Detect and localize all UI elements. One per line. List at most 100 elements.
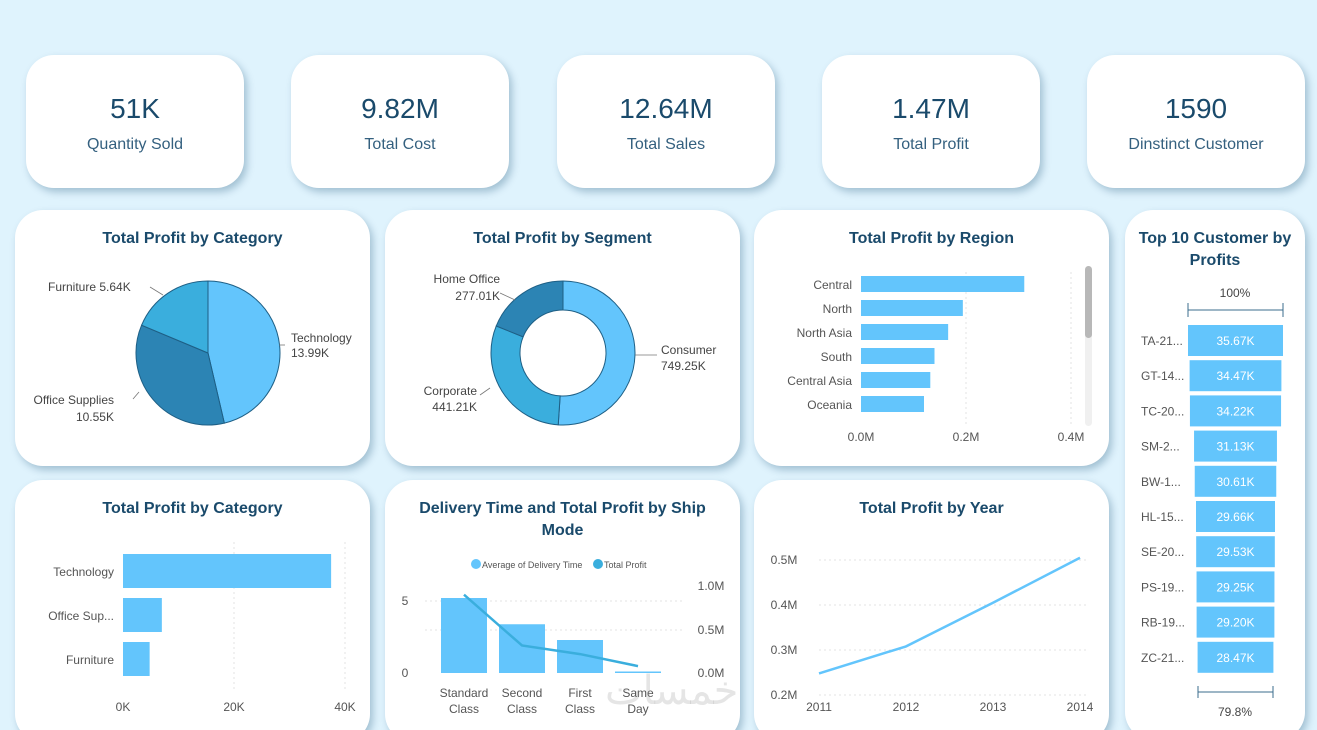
chart-title: Total Profit by Category <box>102 500 283 517</box>
donut-value-consumer: 749.25K <box>661 359 706 373</box>
chart-title: Total Profit by Year <box>859 500 1004 517</box>
donut-slice <box>495 280 564 338</box>
customer-label: TC-20... <box>1141 404 1184 418</box>
pie-value-office-supplies: 10.55K <box>76 410 114 424</box>
region-bar <box>861 324 949 340</box>
x-tick: 0.4M <box>1058 430 1085 444</box>
customer-bar <box>1196 571 1275 603</box>
customer-label: RB-19... <box>1141 616 1185 630</box>
category-label: Office Sup... <box>48 609 114 623</box>
pie-label-furniture: Furniture 5.64K <box>48 280 131 294</box>
kpi-value: 51K <box>110 93 160 124</box>
pie-label-office-supplies: Office Supplies <box>34 393 115 407</box>
region-bar <box>861 372 931 388</box>
x-tick: 2013 <box>980 700 1007 714</box>
y-left-tick: 5 <box>402 594 409 608</box>
scrollbar-thumb[interactable] <box>1085 266 1092 338</box>
customer-bar <box>1194 465 1277 497</box>
y-right-tick: 0.5M <box>698 623 725 637</box>
customer-label: SM-2... <box>1141 440 1180 454</box>
ship-mode-label: Same <box>622 686 654 700</box>
ship-mode-label: Class <box>449 702 479 716</box>
legend-label: Total Profit <box>604 560 647 570</box>
customer-value: 35.67K <box>1216 334 1254 348</box>
donut-slice <box>557 280 636 426</box>
y-tick: 0.5M <box>771 553 798 567</box>
x-tick: 20K <box>223 700 244 714</box>
profit-line <box>463 593 639 668</box>
donut-label-home-office: Home Office <box>434 272 501 286</box>
kpi-label: Dinstinct Customer <box>1128 136 1264 153</box>
kpi-value: 12.64M <box>619 93 713 124</box>
kpi-label: Total Profit <box>893 136 969 153</box>
y-left-tick: 0 <box>402 666 409 680</box>
legend-marker-delivery <box>471 559 481 569</box>
y-right-tick: 0.0M <box>698 666 725 680</box>
region-label: Central <box>813 278 852 292</box>
x-tick: 40K <box>334 700 355 714</box>
donut-label-corporate: Corporate <box>424 384 478 398</box>
donut-chart-card[interactable]: Total Profit by Segment Consumer 749.25K… <box>385 210 740 466</box>
customer-value: 29.66K <box>1216 510 1254 524</box>
customer-label: ZC-21... <box>1141 651 1184 665</box>
category-bar-chart-card[interactable]: Total Profit by Category Technology Offic… <box>15 480 370 730</box>
delivery-bar <box>615 671 661 673</box>
donut-slice <box>490 325 561 426</box>
pie-chart-card[interactable]: Total Profit by Category Technology 13.9… <box>15 210 370 466</box>
chart-title: Top 10 Customer by Profits <box>1138 230 1292 269</box>
pie-value-technology: 13.99K <box>291 346 329 360</box>
customer-value: 29.20K <box>1216 616 1254 630</box>
customer-bar <box>1196 606 1275 638</box>
kpi-label: Total Sales <box>626 136 706 153</box>
y-right-tick: 1.0M <box>698 579 725 593</box>
ship-mode-label: Class <box>565 702 595 716</box>
customer-bar <box>1196 536 1275 568</box>
category-label: Technology <box>53 565 114 579</box>
region-label: Central Asia <box>787 374 852 388</box>
donut-label-consumer: Consumer <box>661 343 716 357</box>
region-label: Oceania <box>807 398 852 412</box>
bottom-percent-label: 79.8% <box>1218 705 1252 719</box>
chart-title: Total Profit by Region <box>848 230 1015 247</box>
region-bar-chart-card[interactable]: Total Profit by Region Central North North… <box>754 210 1109 466</box>
customer-value: 34.47K <box>1216 369 1254 383</box>
top-customers-card[interactable]: Top 10 Customer by Profits 100% 35.67K TA… <box>1125 210 1305 730</box>
customer-bar <box>1197 641 1274 673</box>
pie-chart: Technology 13.99K Office Supplies 10.55K… <box>34 280 352 426</box>
category-bar <box>123 554 332 588</box>
region-bar-chart: Central North North Asia South Central Asia O… <box>787 266 1092 444</box>
category-label: Furniture <box>66 653 114 667</box>
kpi-card-distinct-customer: 1590 Dinstinct Customer <box>1087 55 1305 188</box>
kpi-value: 1590 <box>1164 93 1228 124</box>
ship-mode-label: Standard <box>440 686 489 700</box>
region-label: South <box>821 350 852 364</box>
chart-title: Total Profit by Category <box>102 230 283 247</box>
x-tick: 2011 <box>806 700 832 714</box>
customer-value: 29.25K <box>1216 580 1254 594</box>
year-line-chart: 0.5M 0.4M 0.3M 0.2M 2011 2012 2013 2014 <box>771 553 1094 714</box>
customer-bar <box>1188 325 1283 356</box>
customer-bar <box>1196 501 1275 532</box>
kpi-value: 1.47M <box>892 93 970 124</box>
kpi-label: Quantity Sold <box>86 136 184 153</box>
customer-bar <box>1189 360 1282 392</box>
x-tick: 0.0M <box>848 430 875 444</box>
customer-label: HL-15... <box>1141 510 1184 524</box>
kpi-card-total-profit: 1.47M Total Profit <box>822 55 1040 188</box>
customer-value: 29.53K <box>1216 545 1254 559</box>
chart-title: Total Profit by Segment <box>473 230 652 247</box>
customer-label: GT-14... <box>1141 369 1184 383</box>
ship-mode-label: Class <box>507 702 537 716</box>
customer-value: 30.61K <box>1216 475 1254 489</box>
year-line-chart-card[interactable]: Total Profit by Year 0.5M 0.4M 0.3M 0.2M 20… <box>754 480 1109 730</box>
customer-bar <box>1194 430 1277 462</box>
ship-mode-chart-card[interactable]: Delivery Time and Total Profit by Ship M… <box>385 480 740 730</box>
ship-mode-label: Day <box>627 702 648 716</box>
x-tick: 0.2M <box>953 430 980 444</box>
x-tick: 2012 <box>893 700 920 714</box>
chart-title: Delivery Time and Total Profit by Ship M… <box>419 500 706 539</box>
pie-slice <box>140 280 209 354</box>
donut-value-corporate: 441.21K <box>432 400 477 414</box>
y-tick: 0.3M <box>771 643 798 657</box>
